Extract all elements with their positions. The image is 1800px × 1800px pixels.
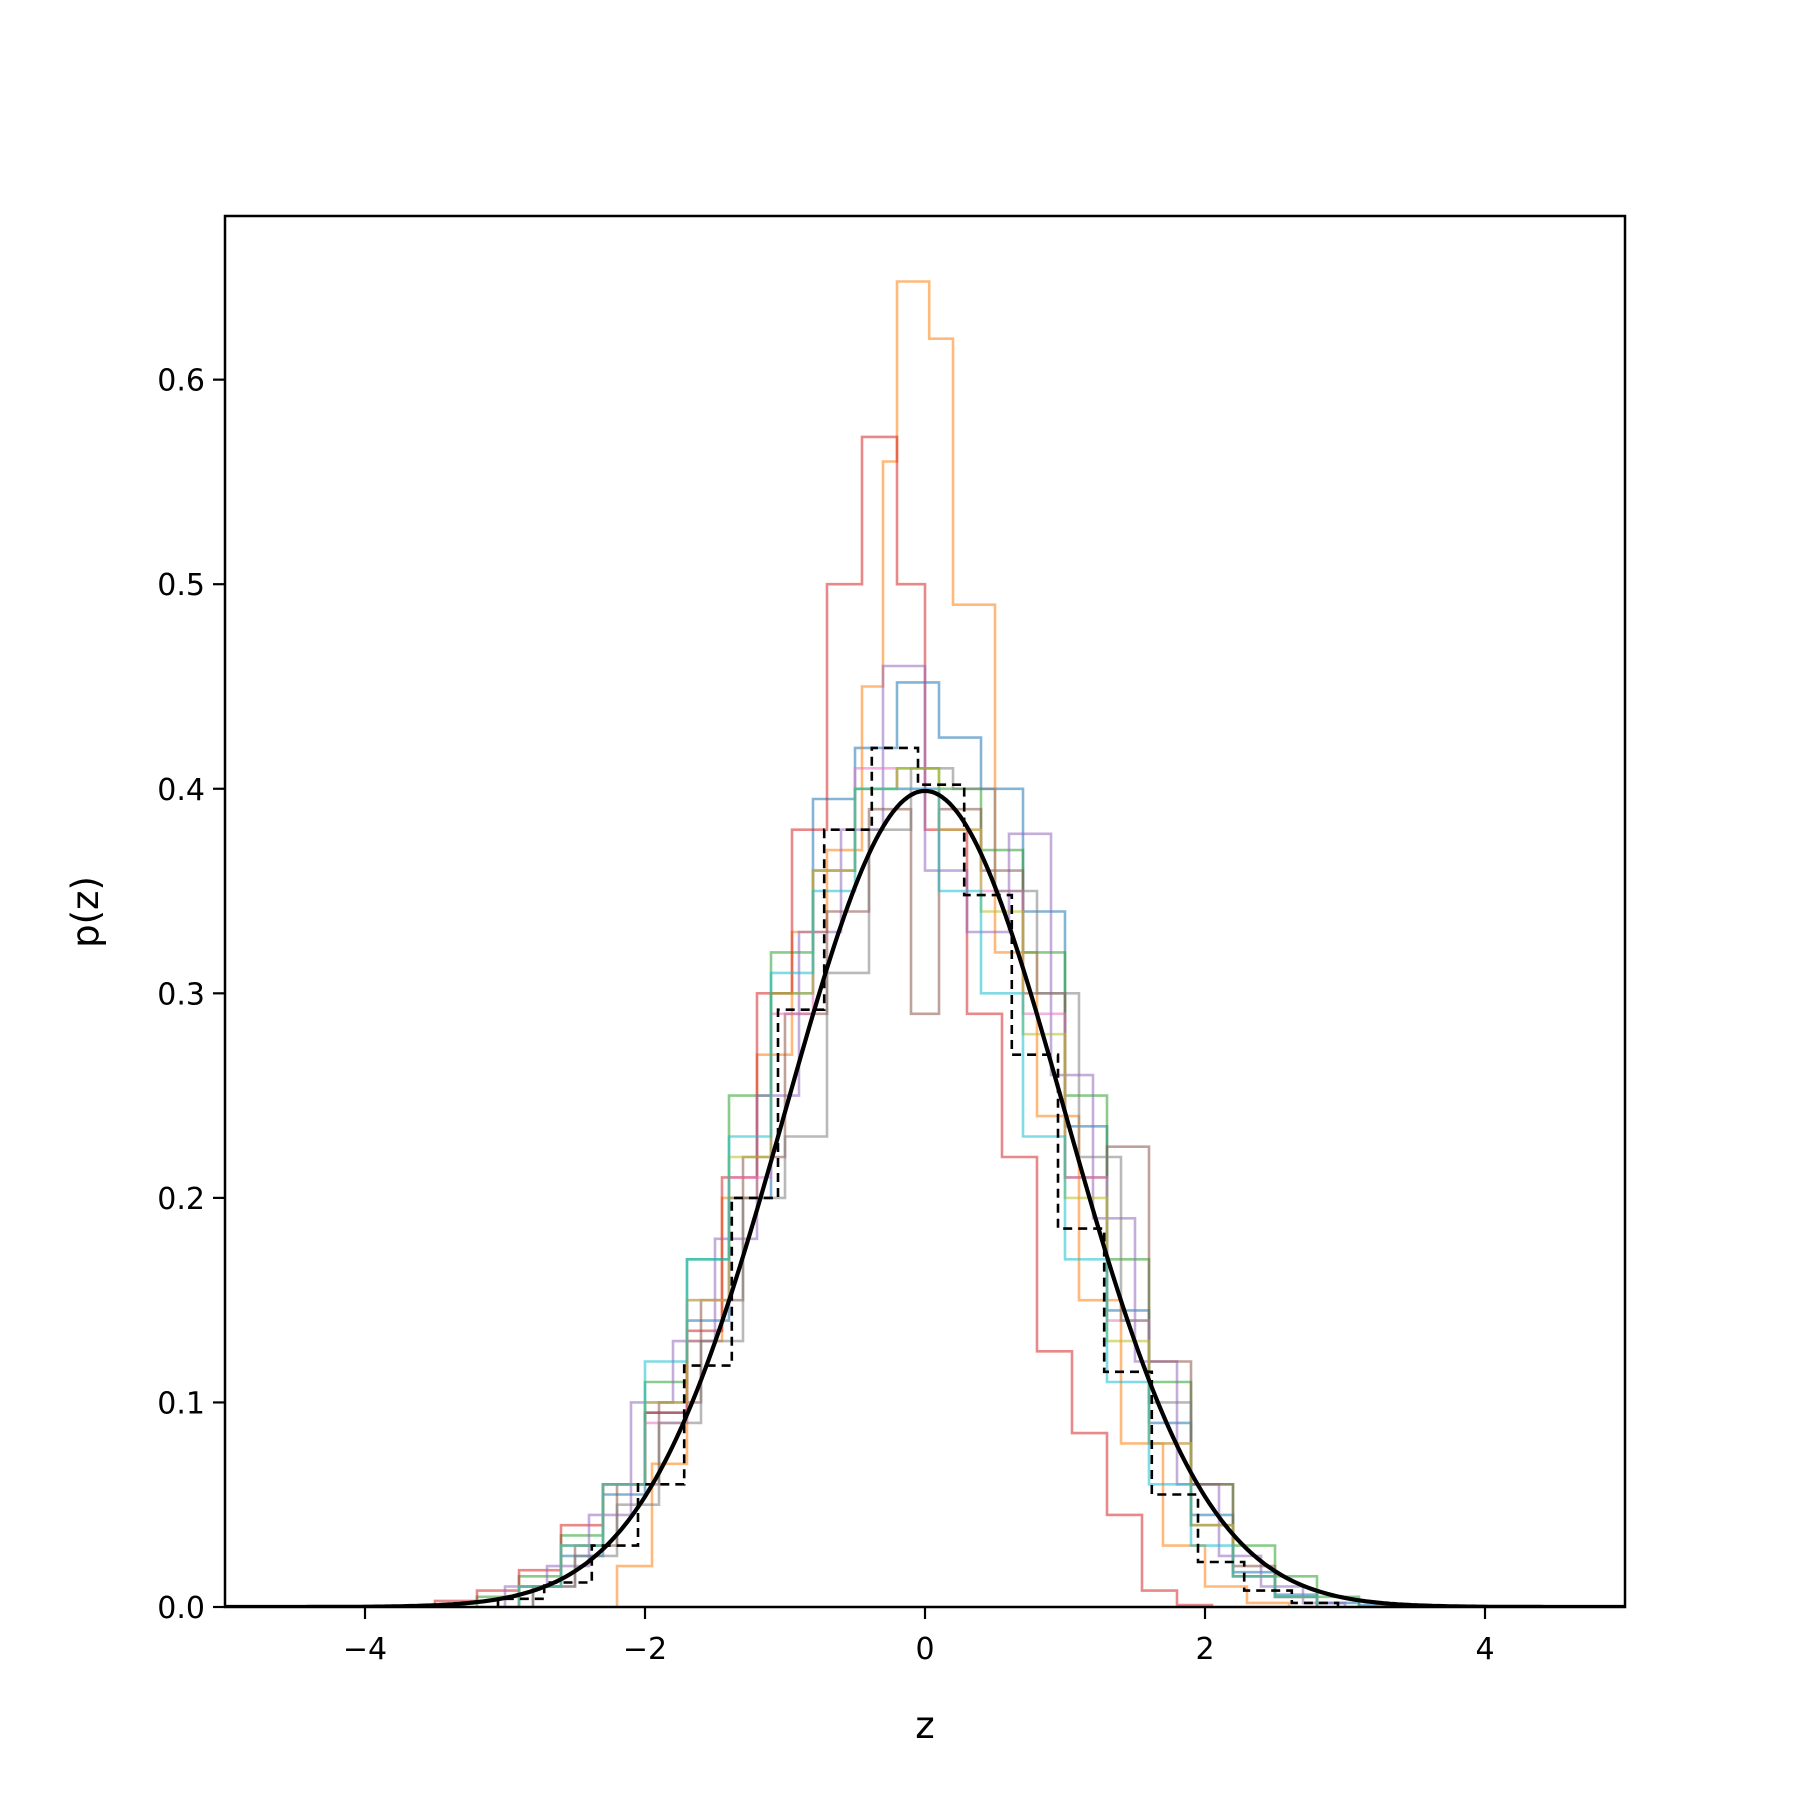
x-tick-label: −2: [623, 1632, 667, 1667]
x-axis-label: z: [915, 1704, 934, 1747]
histogram-series-4: [433, 435, 1214, 1607]
y-axis-label: p(z): [64, 876, 107, 948]
normal-pdf-curve: [225, 788, 1625, 1607]
x-tick-label: 0: [915, 1632, 934, 1667]
histogram-series-10: [517, 787, 1319, 1607]
y-tick-label: 0.1: [157, 1386, 205, 1421]
reference-layer: [225, 746, 1625, 1607]
y-tick-label: 0.2: [157, 1182, 205, 1217]
reference-histogram-dashed: [496, 746, 1340, 1607]
x-tick-label: 2: [1195, 1632, 1214, 1667]
x-tick-label: 4: [1475, 1632, 1494, 1667]
y-tick-label: 0.5: [157, 568, 205, 603]
y-tick-label: 0.3: [157, 977, 205, 1012]
y-tick-label: 0.0: [157, 1591, 205, 1626]
y-tick-label: 0.6: [157, 364, 205, 399]
histogram-series-layer: [433, 280, 1424, 1607]
x-axis-ticks: −4 −2 0 2 4: [343, 1607, 1495, 1667]
x-tick-label: −4: [343, 1632, 387, 1667]
y-axis-ticks: 0.0 0.1 0.2 0.3 0.4 0.5 0.6: [157, 364, 225, 1626]
y-tick-label: 0.4: [157, 773, 205, 808]
